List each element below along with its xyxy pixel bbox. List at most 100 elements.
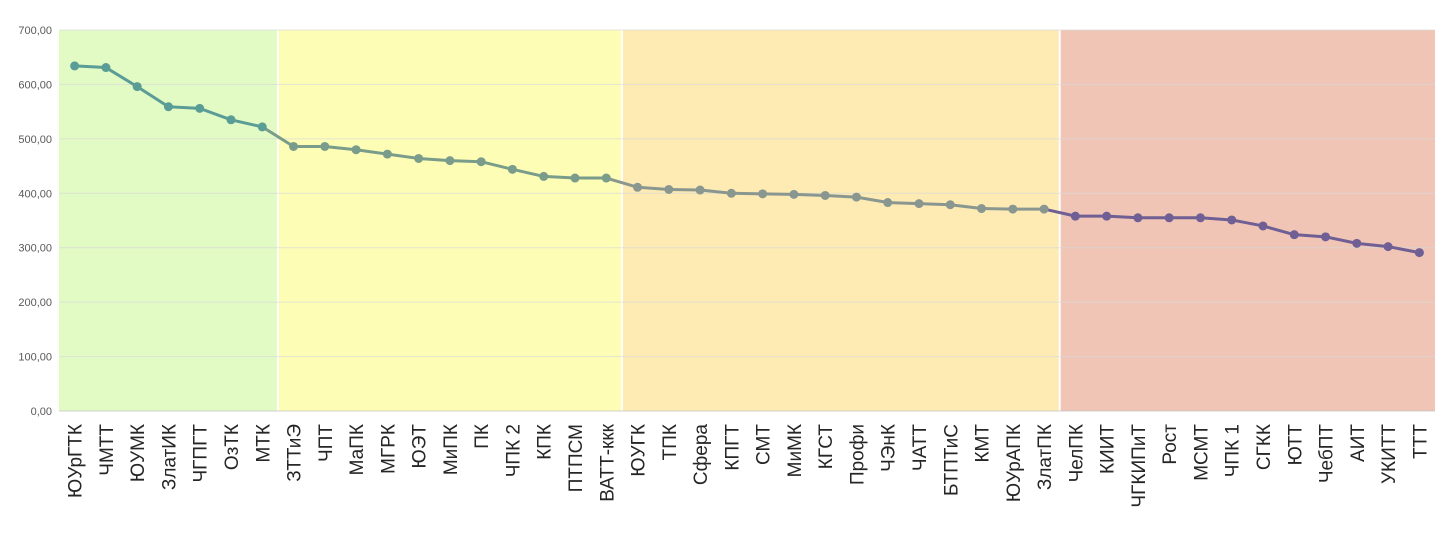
x-tick-label-24: КГСТ bbox=[816, 424, 837, 470]
x-tick-label-38: СГКК bbox=[1254, 424, 1275, 470]
x-tick-label-7: ЗТТиЭ bbox=[285, 424, 306, 482]
data-point-26 bbox=[883, 198, 893, 208]
x-tick-label-19: ТПК bbox=[660, 424, 681, 460]
x-tick-label-39: ЮТТ bbox=[1285, 424, 1306, 466]
x-tick-label-40: ЧебПТ bbox=[1317, 424, 1338, 484]
series-points bbox=[70, 61, 1424, 258]
x-tick-label-36: МСМТ bbox=[1191, 424, 1212, 481]
data-point-31 bbox=[1039, 204, 1049, 214]
x-tick-label-28: БТПТиС bbox=[941, 424, 962, 496]
data-point-24 bbox=[820, 190, 830, 200]
data-point-30 bbox=[1008, 204, 1018, 214]
line-segment-4 bbox=[198, 106, 233, 122]
data-point-29 bbox=[977, 204, 987, 214]
line-segment-13 bbox=[479, 160, 514, 171]
line-segment-37 bbox=[1230, 218, 1265, 228]
x-tick-label-22: СМТ bbox=[754, 424, 775, 465]
data-point-12 bbox=[445, 156, 455, 166]
y-tick-label-2: 200,00 bbox=[18, 297, 52, 309]
line-segment-17 bbox=[604, 176, 640, 189]
data-point-42 bbox=[1383, 242, 1393, 252]
x-tick-label-8: ЧПТ bbox=[316, 424, 337, 462]
data-point-19 bbox=[664, 184, 674, 194]
data-point-34 bbox=[1133, 213, 1143, 223]
data-point-16 bbox=[570, 173, 580, 183]
x-tick-label-42: УКИТТ bbox=[1379, 424, 1400, 484]
data-point-11 bbox=[414, 153, 424, 163]
x-tick-label-32: ЧелПК bbox=[1066, 424, 1087, 482]
line-segment-22 bbox=[761, 192, 796, 196]
line-segment-9 bbox=[354, 148, 389, 156]
line-segment-0 bbox=[73, 64, 108, 70]
data-point-7 bbox=[289, 141, 299, 151]
x-tick-label-5: ОзТК bbox=[222, 424, 243, 470]
line-segment-26 bbox=[886, 201, 921, 206]
line-segment-29 bbox=[980, 207, 1015, 211]
x-tick-label-23: МиМК bbox=[785, 424, 806, 477]
zone-2 bbox=[277, 30, 622, 411]
y-tick-label-7: 700,00 bbox=[18, 25, 52, 37]
data-point-21 bbox=[726, 188, 736, 198]
line-segment-33 bbox=[1105, 214, 1140, 220]
line-segment-10 bbox=[385, 152, 421, 160]
x-tick-label-11: ЮЭТ bbox=[410, 424, 431, 469]
x-tick-label-26: ЧЭнК bbox=[879, 424, 900, 472]
data-point-5 bbox=[226, 115, 236, 125]
x-tick-label-30: ЮУрАПК bbox=[1004, 424, 1025, 502]
zone-backgrounds bbox=[59, 30, 1435, 411]
line-segment-41 bbox=[1355, 241, 1390, 249]
line-segment-28 bbox=[948, 203, 984, 211]
y-tick-label-3: 300,00 bbox=[18, 243, 52, 255]
data-point-23 bbox=[789, 189, 799, 199]
x-tick-label-1: ЧМТТ bbox=[97, 424, 118, 476]
line-segment-40 bbox=[1324, 235, 1359, 245]
line-segment-42 bbox=[1386, 245, 1421, 255]
x-tick-label-18: ЮУГК bbox=[629, 424, 650, 477]
x-tick-label-3: ЗлатИК bbox=[159, 424, 180, 490]
data-point-38 bbox=[1258, 221, 1268, 231]
data-point-0 bbox=[70, 61, 80, 71]
line-segment-15 bbox=[542, 174, 577, 180]
x-tick-label-29: КМТ bbox=[973, 424, 994, 463]
data-point-17 bbox=[601, 173, 611, 183]
zone-1 bbox=[59, 30, 278, 411]
data-point-1 bbox=[101, 63, 111, 73]
line-segment-27 bbox=[917, 202, 952, 207]
data-point-41 bbox=[1352, 238, 1362, 248]
line-segment-38 bbox=[1261, 224, 1296, 237]
line-segment-11 bbox=[417, 156, 452, 163]
data-point-15 bbox=[539, 171, 549, 181]
data-point-28 bbox=[945, 200, 955, 210]
line-segment-21 bbox=[729, 191, 765, 196]
line-segment-25 bbox=[854, 195, 890, 205]
data-point-13 bbox=[476, 157, 486, 167]
x-tick-label-17: ВАТТ-ккк bbox=[597, 423, 618, 501]
data-point-18 bbox=[633, 182, 643, 192]
x-tick-label-13: ПК bbox=[472, 424, 493, 449]
line-segment-5 bbox=[229, 118, 264, 129]
x-tick-label-12: МиПК bbox=[441, 424, 462, 475]
x-tick-label-4: ЧГПГТ bbox=[191, 424, 212, 483]
y-tick-label-0: 0,00 bbox=[31, 406, 52, 418]
line-segment-36 bbox=[1198, 216, 1234, 222]
data-point-36 bbox=[1195, 213, 1205, 223]
data-point-43 bbox=[1414, 248, 1424, 258]
x-tick-label-37: ЧПК 1 bbox=[1223, 424, 1244, 477]
x-tick-label-20: Сфера bbox=[691, 424, 712, 485]
data-point-37 bbox=[1227, 215, 1237, 225]
x-tick-label-35: Рост bbox=[1160, 424, 1181, 465]
y-tick-label-5: 500,00 bbox=[18, 134, 52, 146]
line-segment-20 bbox=[698, 188, 733, 195]
x-tick-label-41: АИТ bbox=[1348, 424, 1369, 462]
data-point-20 bbox=[695, 185, 705, 195]
line-segment-1 bbox=[104, 66, 139, 89]
data-point-9 bbox=[351, 145, 361, 155]
line-segment-24 bbox=[823, 193, 858, 199]
line-segment-3 bbox=[166, 105, 202, 110]
x-tick-label-16: ПТПСМ bbox=[566, 424, 587, 492]
series-line bbox=[73, 64, 1421, 255]
zone-3 bbox=[621, 30, 1060, 411]
line-segment-19 bbox=[667, 187, 702, 192]
x-tick-label-27: ЧАТТ bbox=[910, 424, 931, 471]
zone-4 bbox=[1059, 30, 1435, 411]
